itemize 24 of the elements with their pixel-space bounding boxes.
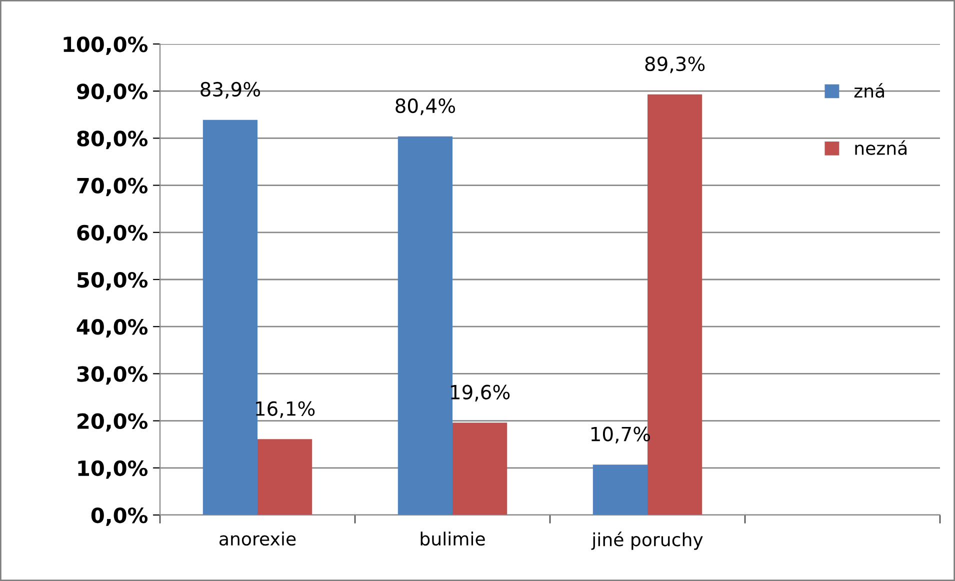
y-tick-label: 20,0% [78, 413, 148, 432]
bar [202, 120, 258, 515]
y-tick-label: 10,0% [78, 460, 148, 479]
y-tick-label: 60,0% [77, 224, 148, 244]
bar [398, 136, 452, 515]
x-tick-label: jiné poruchy [591, 532, 703, 550]
y-tick-label: 80,0% [77, 130, 148, 150]
y-tick-label: 70,0% [77, 178, 148, 196]
x-tick-label: bulimie [420, 532, 485, 546]
legend-label: zná [854, 83, 884, 98]
y-tick-label: 40,0% [76, 319, 148, 338]
y-tick-label: 50,0% [78, 272, 148, 290]
y-tick-label: 0,0% [91, 507, 148, 526]
data-label: 83,9% [200, 82, 260, 99]
data-label: 89,3% [645, 56, 705, 74]
data-label: 80,4% [396, 98, 456, 116]
bar [258, 439, 312, 515]
x-tick-label: anorexie [219, 532, 296, 546]
y-tick-label: 90,0% [76, 84, 148, 102]
bar [452, 422, 508, 515]
bar [592, 464, 648, 515]
y-tick-label: 100,0% [64, 36, 148, 55]
legend-label: nezná [855, 140, 907, 155]
y-tick-label: 30,0% [77, 366, 148, 385]
